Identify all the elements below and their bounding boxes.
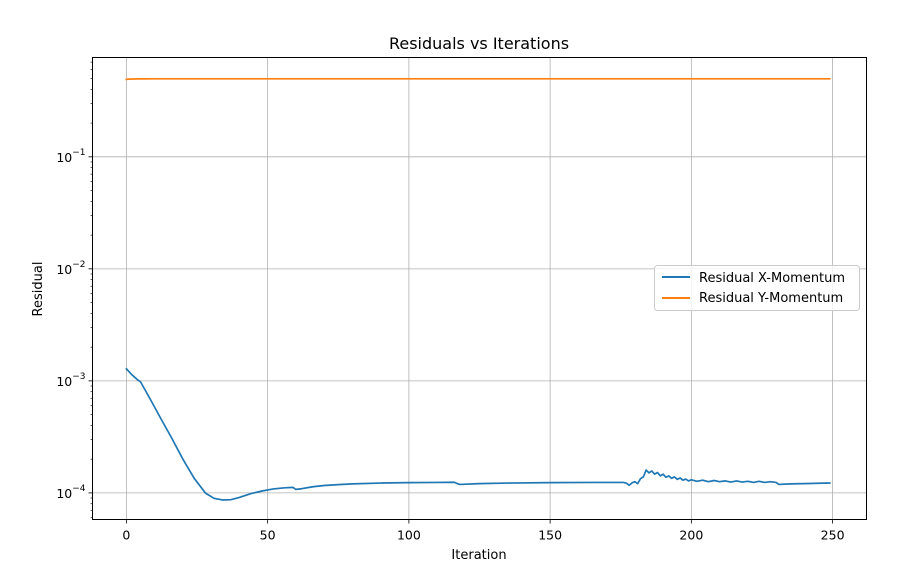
y-tick-label: 10−3	[56, 372, 85, 389]
y-tick-label: 10−1	[56, 148, 85, 165]
legend-label-x-momentum: Residual X-Momentum	[699, 271, 845, 286]
axis-ticks: 0 50 100 150 200 250 10−4 10−3 10−2 10−1	[56, 61, 845, 543]
x-tick-label: 100	[397, 528, 421, 543]
y-tick-label: 10−4	[56, 484, 85, 501]
legend-frame	[654, 265, 860, 311]
y-axis-label: Residual	[31, 262, 46, 317]
series-layer	[125, 77, 831, 501]
chart-title: Residuals vs Iterations	[389, 34, 569, 53]
series-line-x-momentum	[125, 367, 831, 501]
y-tick-label: 10−2	[56, 260, 85, 277]
x-tick-label: 200	[679, 528, 703, 543]
plot-area-frame	[92, 57, 867, 520]
legend: Residual X-Momentum Residual Y-Momentum	[654, 265, 860, 311]
x-tick-label: 150	[538, 528, 562, 543]
x-tick-label: 50	[260, 528, 276, 543]
legend-label-y-momentum: Residual Y-Momentum	[699, 291, 843, 306]
x-axis-label: Iteration	[451, 548, 506, 563]
x-tick-label: 0	[122, 528, 130, 543]
x-tick-label: 250	[821, 528, 845, 543]
